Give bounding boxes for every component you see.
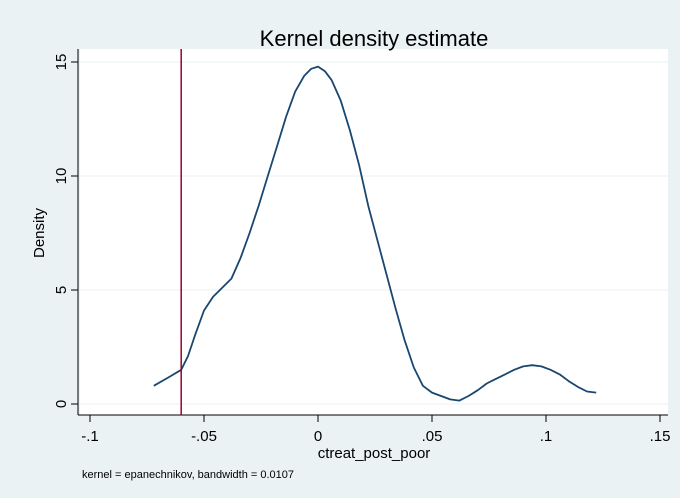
x-tick-label: .15 [650, 428, 671, 445]
kernel-note: kernel = epanechnikov, bandwidth = 0.010… [82, 469, 294, 481]
x-axis-label: ctreat_post_poor [318, 445, 431, 462]
y-tick-label: 10 [53, 168, 70, 185]
plot-region [80, 49, 668, 415]
density-curve [153, 65, 597, 402]
chart-title: Kernel density estimate [260, 26, 489, 51]
y-axis-label: Density [31, 207, 48, 258]
x-tick-label: .1 [540, 428, 553, 445]
x-tick-label: -.05 [191, 428, 217, 445]
x-tick-label: -.1 [81, 428, 99, 445]
y-tick-label: 0 [53, 400, 70, 408]
y-tick-label: 15 [53, 54, 70, 71]
y-tick-label: 5 [53, 286, 70, 294]
x-tick-label: .05 [422, 428, 443, 445]
x-tick-label: 0 [314, 428, 322, 445]
